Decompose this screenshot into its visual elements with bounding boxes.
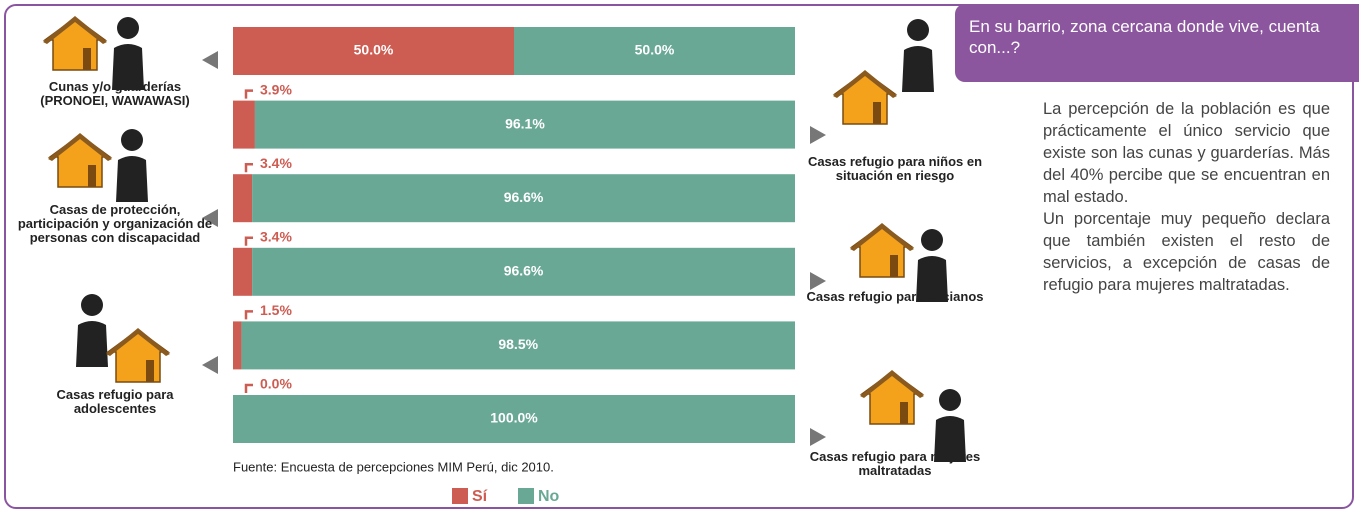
value-label: 0.0% — [260, 376, 292, 392]
person-icon — [112, 44, 144, 90]
value-label: 96.6% — [504, 189, 544, 205]
house-door — [890, 255, 898, 277]
legend-label: Sí — [472, 488, 488, 505]
legend-swatch — [518, 488, 534, 504]
person-icon — [117, 17, 139, 39]
bar-segment — [233, 321, 242, 370]
arrow — [810, 428, 826, 446]
value-label: 3.9% — [260, 81, 292, 97]
house-icon — [105, 329, 171, 383]
label-bracket — [244, 310, 253, 320]
person-icon — [121, 129, 143, 151]
category-label: Casas de protección, participación y org… — [17, 202, 213, 245]
paragraph: La percepción de la población es que prá… — [1043, 100, 1330, 206]
house-icon — [849, 224, 915, 278]
value-label: 100.0% — [490, 410, 538, 426]
bar-segment — [233, 395, 795, 443]
house-icon — [47, 134, 113, 188]
source-note: Fuente: Encuesta de percepciones MIM Per… — [233, 459, 554, 474]
house-door — [146, 360, 154, 382]
house-door — [873, 102, 881, 124]
category-label: Casas refugio para mujeres maltratadas — [809, 449, 981, 478]
arrow — [202, 356, 218, 374]
value-label: 96.6% — [504, 263, 544, 279]
category-label: Casas refugio para niños en situación en… — [807, 154, 983, 183]
value-label: 98.5% — [498, 336, 538, 352]
bar-segment — [514, 27, 795, 75]
value-label: 96.1% — [505, 115, 545, 131]
bar-segment — [241, 321, 795, 370]
legend-swatch — [452, 488, 468, 504]
house-roof — [48, 133, 112, 161]
bar-segment — [254, 100, 796, 149]
arrow — [810, 272, 826, 290]
value-label: 50.0% — [354, 42, 394, 58]
label-bracket — [244, 89, 253, 99]
person-icon — [902, 46, 934, 92]
house-door — [900, 402, 908, 424]
arrow — [202, 209, 218, 227]
person-icon — [916, 256, 948, 302]
bar-segment — [252, 174, 795, 223]
person-icon — [116, 156, 148, 202]
person-icon — [921, 229, 943, 251]
person-icon — [81, 294, 103, 316]
house-door — [83, 48, 91, 70]
arrow — [810, 126, 826, 144]
category-label: Casas refugio para ancianos — [806, 289, 984, 304]
value-label: 3.4% — [260, 155, 292, 171]
person-icon — [934, 416, 966, 462]
house-icon — [42, 17, 108, 71]
label-bracket — [244, 236, 253, 246]
house-door — [88, 165, 96, 187]
house-roof — [43, 16, 107, 44]
value-label: 3.4% — [260, 229, 292, 245]
house-roof — [106, 328, 170, 356]
person-icon — [907, 19, 929, 41]
category-label: Casas refugio para adolescentes — [56, 387, 174, 416]
bar-segment — [233, 100, 255, 149]
arrow — [202, 51, 218, 69]
house-roof — [860, 370, 924, 398]
category-label: Cunas y/o guarderías (PRONOEI, WAWAWASI) — [40, 79, 190, 108]
value-label: 50.0% — [635, 42, 675, 58]
house-icon — [832, 71, 898, 125]
value-label: 1.5% — [260, 302, 292, 318]
label-bracket — [244, 162, 253, 173]
person-icon — [939, 389, 961, 411]
bar-segment — [233, 27, 514, 75]
house-icon — [859, 371, 925, 425]
bar-segment — [252, 247, 795, 296]
label-bracket — [244, 383, 253, 393]
house-roof — [833, 70, 897, 98]
person-icon — [76, 321, 108, 367]
house-roof — [850, 223, 914, 251]
bar-segment — [233, 247, 253, 296]
legend-label: No — [538, 488, 560, 505]
question-box: En su barrio, zona cercana donde vive, c… — [955, 4, 1359, 82]
commentary: La percepción de la población es que prá… — [1043, 98, 1330, 296]
paragraph: Un porcentaje muy pequeño declara que ta… — [1043, 210, 1330, 294]
bar-segment — [233, 174, 253, 223]
frame — [4, 4, 1354, 509]
